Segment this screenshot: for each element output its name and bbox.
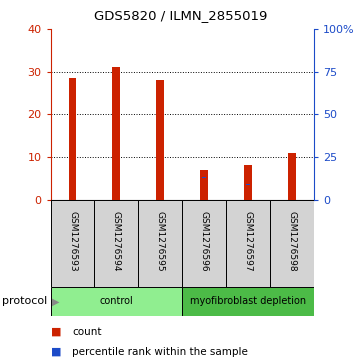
Text: GSM1276596: GSM1276596 bbox=[200, 211, 209, 272]
FancyBboxPatch shape bbox=[95, 200, 138, 287]
Text: ■: ■ bbox=[51, 347, 61, 357]
Text: GSM1276598: GSM1276598 bbox=[288, 211, 297, 272]
Text: GDS5820 / ILMN_2855019: GDS5820 / ILMN_2855019 bbox=[94, 9, 267, 22]
Text: GSM1276597: GSM1276597 bbox=[244, 211, 253, 272]
Text: protocol: protocol bbox=[2, 296, 47, 306]
Bar bbox=[69, 78, 77, 200]
Text: ▶: ▶ bbox=[52, 296, 60, 306]
FancyBboxPatch shape bbox=[182, 200, 226, 287]
FancyBboxPatch shape bbox=[51, 287, 182, 316]
Bar bbox=[288, 153, 296, 200]
Text: control: control bbox=[100, 296, 133, 306]
Bar bbox=[156, 80, 164, 200]
Text: count: count bbox=[72, 327, 102, 337]
FancyBboxPatch shape bbox=[226, 200, 270, 287]
Text: ■: ■ bbox=[51, 327, 61, 337]
Text: percentile rank within the sample: percentile rank within the sample bbox=[72, 347, 248, 357]
FancyBboxPatch shape bbox=[51, 200, 95, 287]
Text: GSM1276593: GSM1276593 bbox=[68, 211, 77, 272]
Text: GSM1276595: GSM1276595 bbox=[156, 211, 165, 272]
Bar bbox=[200, 170, 208, 200]
FancyBboxPatch shape bbox=[182, 287, 314, 316]
FancyBboxPatch shape bbox=[138, 200, 182, 287]
FancyBboxPatch shape bbox=[270, 200, 314, 287]
Bar bbox=[244, 165, 252, 200]
Text: myofibroblast depletion: myofibroblast depletion bbox=[190, 296, 306, 306]
Bar bbox=[113, 66, 120, 200]
Text: GSM1276594: GSM1276594 bbox=[112, 211, 121, 272]
